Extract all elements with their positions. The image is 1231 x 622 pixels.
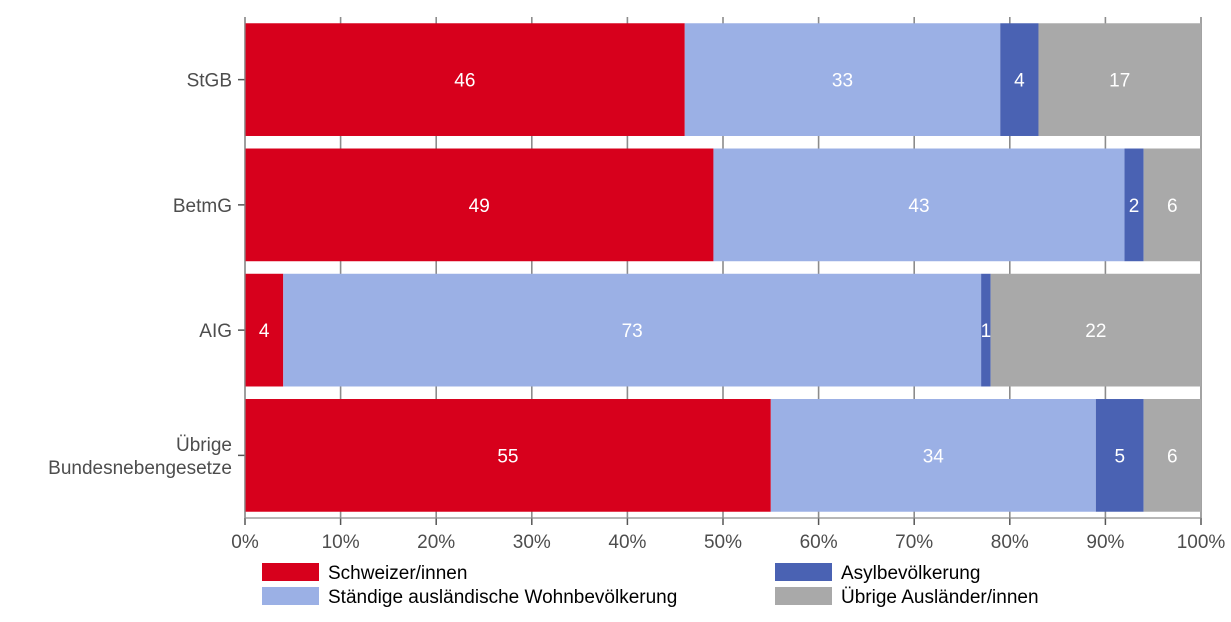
data-label: 1 bbox=[981, 321, 992, 342]
data-label: 2 bbox=[1129, 196, 1140, 217]
y-category-label: Übrige bbox=[176, 435, 232, 456]
data-label: 46 bbox=[454, 71, 475, 92]
data-label: 34 bbox=[923, 446, 945, 467]
bar-segment bbox=[245, 148, 714, 262]
data-label-layer: 46 33 4 17 49 43 2 6 4 73 1 22 55 34 5 6 bbox=[259, 71, 1178, 468]
legend: Schweizer/innen Ständige ausländische Woh… bbox=[262, 563, 1039, 608]
data-label: 73 bbox=[622, 321, 643, 342]
bar-segment bbox=[283, 273, 982, 387]
data-label: 49 bbox=[469, 196, 490, 217]
y-category-label: Bundesnebengesetze bbox=[48, 458, 232, 479]
x-tick-label: 0% bbox=[231, 532, 259, 553]
x-tick-label: 80% bbox=[991, 532, 1029, 553]
legend-label: Schweizer/innen bbox=[328, 563, 467, 584]
data-label: 33 bbox=[832, 71, 853, 92]
x-tick-label: 50% bbox=[704, 532, 742, 553]
x-tick-label: 10% bbox=[322, 532, 360, 553]
data-label: 55 bbox=[497, 446, 518, 467]
data-label: 22 bbox=[1085, 321, 1106, 342]
bar-segment bbox=[245, 399, 771, 512]
x-tick-label: 90% bbox=[1086, 532, 1124, 553]
legend-label: Übrige Ausländer/innen bbox=[841, 587, 1039, 608]
data-label: 4 bbox=[259, 321, 270, 342]
y-category-label: AIG bbox=[199, 321, 232, 342]
bar-segment bbox=[1000, 23, 1039, 136]
bar-segment bbox=[770, 399, 1096, 512]
legend-label: Asylbevölkerung bbox=[841, 563, 980, 584]
data-label: 4 bbox=[1014, 71, 1025, 92]
data-label: 17 bbox=[1109, 71, 1130, 92]
y-category-label: BetmG bbox=[173, 196, 232, 217]
x-tick-label: 60% bbox=[800, 532, 838, 553]
legend-label: Ständige ausländische Wohnbevölkerung bbox=[328, 587, 677, 608]
legend-swatch bbox=[262, 563, 319, 581]
legend-swatch bbox=[775, 587, 832, 605]
x-tick-label: 70% bbox=[895, 532, 933, 553]
bar-segment bbox=[1143, 399, 1201, 512]
data-label: 43 bbox=[908, 196, 929, 217]
data-label: 5 bbox=[1114, 446, 1125, 467]
bar-segment bbox=[713, 148, 1125, 262]
bar-segment bbox=[1095, 399, 1144, 512]
bar-segment bbox=[245, 23, 685, 136]
bar-segment bbox=[1143, 148, 1201, 262]
bar-segment bbox=[245, 273, 284, 387]
data-label: 6 bbox=[1167, 446, 1178, 467]
bar-layer bbox=[245, 23, 1201, 512]
bar-segment bbox=[990, 273, 1201, 387]
x-tick-label: 30% bbox=[513, 532, 551, 553]
legend-swatch bbox=[262, 587, 319, 605]
legend-swatch bbox=[775, 563, 832, 581]
y-category-label: StGB bbox=[187, 71, 232, 92]
bar-segment bbox=[981, 273, 991, 387]
x-tick-label: 40% bbox=[608, 532, 646, 553]
bar-segment bbox=[1124, 148, 1144, 262]
x-tick-label: 20% bbox=[417, 532, 455, 553]
data-label: 6 bbox=[1167, 196, 1178, 217]
bar-segment bbox=[1038, 23, 1201, 136]
x-tick-label: 100% bbox=[1177, 532, 1226, 553]
bar-segment bbox=[684, 23, 1001, 136]
